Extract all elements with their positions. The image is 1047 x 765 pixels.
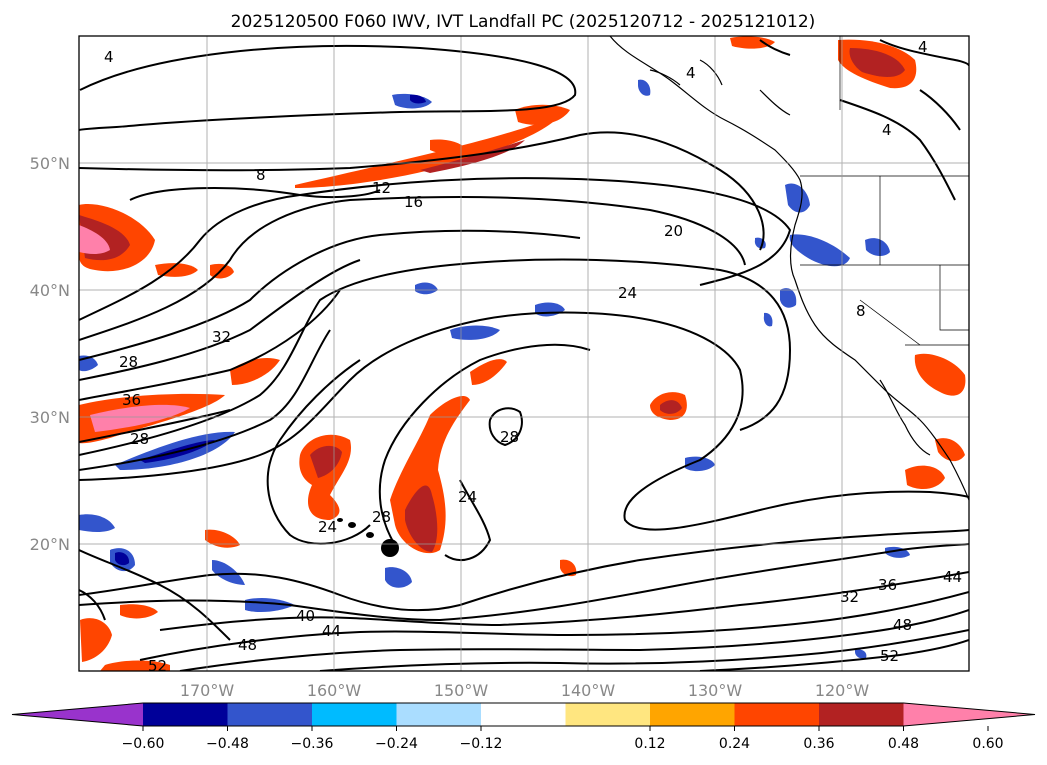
map-frame — [78, 35, 970, 672]
contour-label: 52 — [880, 647, 899, 665]
contour-label: 32 — [212, 328, 231, 346]
contour-label: 28 — [500, 428, 519, 446]
colorbar-tick-label: −0.60 — [122, 736, 165, 752]
lat-label: 40°N — [30, 281, 70, 300]
colorbar: −0.60 −0.48 −0.36 −0.24 −0.12 0.12 0.24 0.36 0.4… — [11, 702, 1036, 752]
colorbar-extend-high — [903, 703, 1035, 726]
contour-label: 4 — [882, 121, 892, 139]
hawaii-big-island — [381, 539, 399, 557]
lat-label: 50°N — [30, 154, 70, 173]
lon-label: 160°W — [307, 681, 362, 700]
boundaries — [800, 36, 969, 346]
lon-label: 140°W — [561, 681, 616, 700]
contour-label: 4 — [686, 64, 696, 82]
colorbar-tick-label: 0.12 — [634, 736, 665, 752]
gridlines — [79, 36, 969, 671]
colorbar-tick-label: 0.60 — [972, 736, 1003, 752]
colorbar-segment — [819, 703, 904, 726]
colorbar-tick-label: 0.24 — [719, 736, 750, 752]
latitude-labels: 50°N 40°N 30°N 20°N — [30, 154, 70, 554]
colorbar-segment — [734, 703, 819, 726]
lon-label: 150°W — [434, 681, 489, 700]
colorbar-segment — [565, 703, 650, 726]
contour-label: 44 — [322, 622, 341, 640]
longitude-labels: 170°W 160°W 150°W 140°W 130°W 120°W — [180, 681, 870, 700]
contour-label: 32 — [840, 588, 859, 606]
contour-label: 36 — [122, 391, 141, 409]
lon-label: 120°W — [815, 681, 870, 700]
iwv-contours — [79, 39, 969, 671]
contour-label: 28 — [372, 508, 391, 526]
colorbar-extend-low — [12, 703, 143, 726]
lon-label: 130°W — [688, 681, 743, 700]
contour-label: 16 — [404, 193, 423, 211]
colorbar-segment — [481, 703, 566, 726]
colorbar-segment — [143, 703, 228, 726]
map-panel: 4 4 8 12 16 20 24 28 32 36 28 28 24 28 2… — [78, 35, 970, 675]
map-title: 2025120500 F060 IWV, IVT Landfall PC (20… — [231, 12, 816, 32]
colorbar-segment — [650, 703, 735, 726]
contour-label: 52 — [148, 657, 167, 675]
colorbar-segment — [396, 703, 481, 726]
contour-label: 24 — [318, 518, 337, 536]
colorbar-segment — [227, 703, 312, 726]
contour-label: 12 — [372, 179, 391, 197]
contour-label: 36 — [878, 576, 897, 594]
lon-label: 170°W — [180, 681, 235, 700]
lat-label: 30°N — [30, 408, 70, 427]
colorbar-tick-label: −0.12 — [460, 736, 503, 752]
contour-label: 28 — [130, 430, 149, 448]
contour-label: 4 — [104, 48, 114, 66]
colorbar-tick-label: −0.48 — [206, 736, 249, 752]
contour-label: 44 — [943, 568, 962, 586]
contour-label: 24 — [458, 488, 477, 506]
contour-label: 24 — [618, 284, 637, 302]
hawaii-oahu — [348, 522, 356, 528]
contour-label: 28 — [119, 353, 138, 371]
colorbar-tick-label: −0.36 — [291, 736, 334, 752]
colorbar-tick-label: 0.36 — [803, 736, 834, 752]
coastlines — [609, 36, 969, 501]
contour-label: 48 — [238, 636, 257, 654]
contour-label: 48 — [893, 616, 912, 634]
colorbar-tick-label: −0.24 — [375, 736, 418, 752]
contour-labels: 4 4 8 12 16 20 24 28 32 36 28 28 24 28 2… — [104, 38, 962, 675]
hawaii-maui — [366, 532, 374, 538]
contour-label: 4 — [918, 38, 928, 56]
contour-label: 8 — [256, 166, 266, 184]
contour-label: 20 — [664, 222, 683, 240]
colorbar-segment — [312, 703, 397, 726]
contour-label: 40 — [296, 607, 315, 625]
hawaii-kauai — [337, 518, 343, 522]
colorbar-tick-label: 0.48 — [888, 736, 919, 752]
lat-label: 20°N — [30, 535, 70, 554]
contour-label: 8 — [856, 302, 866, 320]
